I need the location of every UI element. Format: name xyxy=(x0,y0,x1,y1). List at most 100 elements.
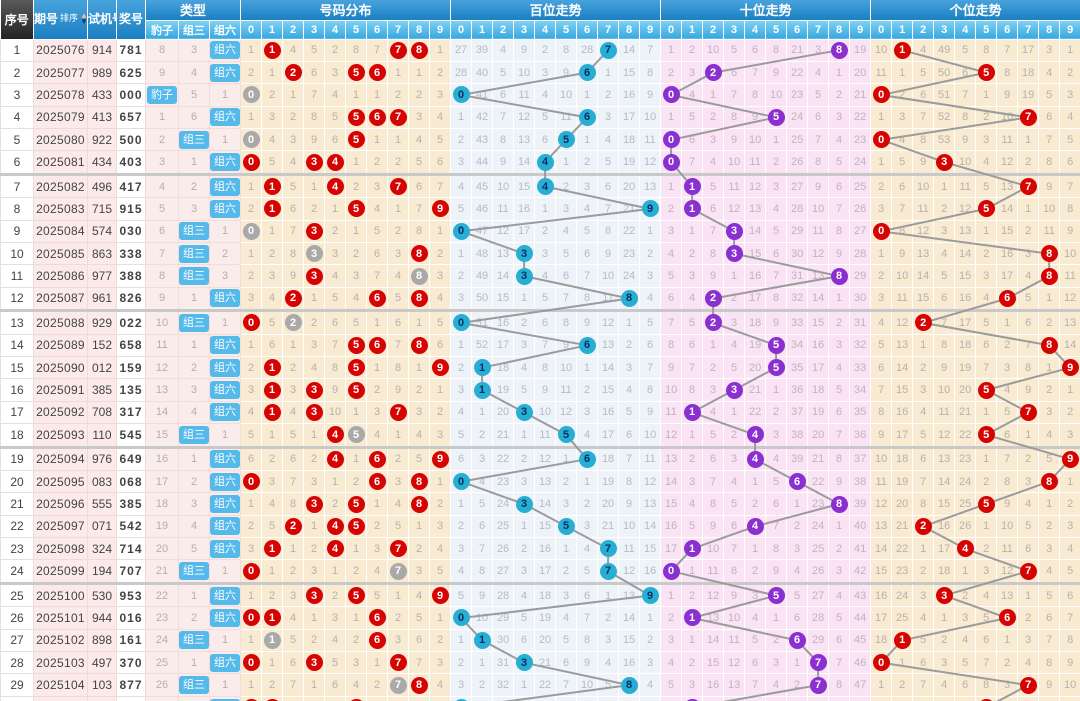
bai-trend-cell: 29 xyxy=(492,606,515,630)
dist-cell: 1 xyxy=(261,629,284,653)
ge-trend-cell: 8 xyxy=(1038,334,1061,357)
bai-trend-cell: 42 xyxy=(471,106,494,130)
dist-cell: 8 xyxy=(408,492,431,516)
shi-trend-cell: 31 xyxy=(849,310,872,335)
shi-trend-cell: 36 xyxy=(849,423,872,449)
shi-trend-cell: 11 xyxy=(702,559,725,585)
dist-cell: 4 xyxy=(429,537,452,561)
shi-trend-cell: 2 xyxy=(660,606,683,630)
shi-trend-cell: 43 xyxy=(849,583,872,608)
bai-trend-cell: 4 xyxy=(555,606,578,630)
ge-hit-circle: 7 xyxy=(1019,108,1037,126)
dist-drawn-circle: 5 xyxy=(347,381,365,399)
type-zuliu-cell: 组六 xyxy=(208,333,242,357)
bai-trend-cell: 1 xyxy=(471,401,494,425)
dist-cell: 7 xyxy=(387,39,410,62)
shi-trend-cell: 21 xyxy=(744,378,767,402)
ge-trend-cell: 6 xyxy=(912,447,935,471)
dist-cell: 1 xyxy=(324,559,347,585)
bai-trend-cell: 21 xyxy=(618,197,641,221)
shi-trend-cell: 5 xyxy=(765,583,788,608)
shi-trend-cell: 15 xyxy=(660,492,683,516)
shi-trend-cell: 3 xyxy=(723,310,746,335)
bai-trend-cell: 4 xyxy=(639,287,662,313)
bai-trend-cell: 8 xyxy=(639,378,662,402)
bai-trend-cell: 2 xyxy=(450,356,473,380)
ge-trend-cell: 1 xyxy=(1059,39,1080,62)
ge-trend-cell: 2 xyxy=(1038,378,1061,402)
bai-trend-cell: 2 xyxy=(639,242,662,266)
prize-number-cell: 403 xyxy=(116,150,146,176)
bai-trend-cell: 15 xyxy=(618,629,641,653)
ge-trend-cell: 3 xyxy=(933,220,956,244)
prize-number-cell: 877 xyxy=(116,673,146,697)
ge-trend-cell: 8 xyxy=(891,220,914,244)
bai-trend-cell: 17 xyxy=(618,106,641,130)
dist-cell: 3 xyxy=(240,287,263,313)
shi-trend-cell: 2 xyxy=(681,583,704,608)
shi-trend-cell: 1 xyxy=(660,106,683,130)
test-number-cell: 989 xyxy=(87,60,117,85)
shi-trend-cell: 17 xyxy=(744,287,767,313)
ge-trend-cell: 10 xyxy=(870,447,893,471)
period-header[interactable]: 期号 排序 ▲ ▼ xyxy=(33,0,88,40)
dist-cell: 2 xyxy=(429,492,452,516)
shi-trend-cell: 2 xyxy=(681,651,704,675)
ge-trend-cell: 12 xyxy=(891,310,914,335)
ge-trend-cell: 2 xyxy=(912,515,935,539)
ge-trend-cell: 9 xyxy=(1059,220,1080,244)
dist-cell: 2 xyxy=(345,242,368,266)
type-zusan-cell: 5 xyxy=(178,537,210,561)
test-number-cell: 433 xyxy=(87,83,117,107)
dist-cell: 4 xyxy=(366,559,389,585)
bai-trend-cell: 3 xyxy=(555,492,578,516)
test-number-cell: 530 xyxy=(87,582,117,608)
sort-asc-icon[interactable]: ▲ xyxy=(80,11,88,21)
bai-trend-cell: 8 xyxy=(618,287,641,313)
dist-cell: 3 xyxy=(240,537,263,561)
prize-number-cell: 030 xyxy=(116,219,146,244)
shi-trend-cell: 3 xyxy=(681,264,704,288)
type-zusan-cell: 1 xyxy=(178,446,210,471)
type-zuliu-cell: 1 xyxy=(208,128,242,152)
type-zuliu-hit-badge: 组六 xyxy=(210,153,240,172)
sort-desc-icon[interactable]: ▼ xyxy=(80,17,88,27)
type-zuliu-cell: 组六 xyxy=(208,514,242,539)
shi-trend-cell: 2 xyxy=(660,61,683,85)
dist-cell: 1 xyxy=(240,334,263,357)
bai-trend-cell: 18 xyxy=(492,356,515,380)
shi-hit-circle: 1 xyxy=(683,200,701,218)
bai-digit-header-3: 3 xyxy=(513,20,536,40)
seq-header: 序号 xyxy=(0,0,34,40)
type-zuliu-hit-badge: 组六 xyxy=(210,472,240,491)
dist-drawn-circle: 1 xyxy=(263,178,281,196)
ge-trend-cell: 2 xyxy=(870,264,893,288)
bai-trend-cell: 4 xyxy=(597,651,620,675)
bai-trend-cell: 3 xyxy=(513,264,536,288)
dist-cell: 1 xyxy=(303,515,326,539)
bai-trend-cell: 20 xyxy=(597,492,620,516)
ge-trend-cell: 3 xyxy=(975,264,998,288)
dist-cell: 4 xyxy=(282,39,305,62)
dist-drawn-circle: 1 xyxy=(263,403,281,421)
ge-trend-cell: 1 xyxy=(1017,197,1040,221)
ge-trend-cell: 3 xyxy=(975,128,998,152)
ge-trend-cell: 2 xyxy=(870,696,893,701)
bai-hit-circle: 9 xyxy=(641,200,659,218)
bai-trend-cell: 1 xyxy=(576,356,599,380)
shi-trend-cell: 6 xyxy=(786,629,809,653)
dist-drawn-circle: 3 xyxy=(305,381,323,399)
dist-cell: 2 xyxy=(324,39,347,62)
ge-trend-cell: 16 xyxy=(870,583,893,608)
bai-trend-cell: 4 xyxy=(534,264,557,288)
shi-trend-cell: 11 xyxy=(807,220,830,244)
bai-trend-cell: 2 xyxy=(450,515,473,539)
shi-trend-cell: 1 xyxy=(807,696,830,701)
test-number-cell: 497 xyxy=(87,651,117,675)
bai-trend-cell: 5 xyxy=(639,310,662,335)
shi-hit-circle: 6 xyxy=(788,473,806,491)
type-zusan-hit-badge: 组三 xyxy=(179,244,209,263)
shi-trend-cell: 7 xyxy=(765,264,788,288)
type-baozi-cell: 14 xyxy=(145,400,179,425)
